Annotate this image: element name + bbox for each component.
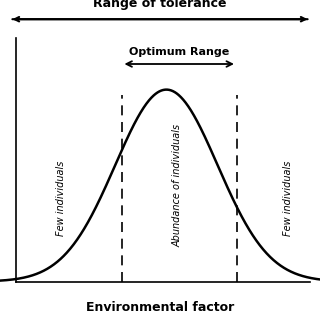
Text: Abundance of individuals: Abundance of individuals xyxy=(172,124,183,247)
Text: Range of tolerance: Range of tolerance xyxy=(93,0,227,10)
Text: Few individuals: Few individuals xyxy=(283,161,293,236)
Text: Environmental factor: Environmental factor xyxy=(86,300,234,314)
Text: Few individuals: Few individuals xyxy=(56,161,66,236)
Text: Optimum Range: Optimum Range xyxy=(129,47,229,57)
